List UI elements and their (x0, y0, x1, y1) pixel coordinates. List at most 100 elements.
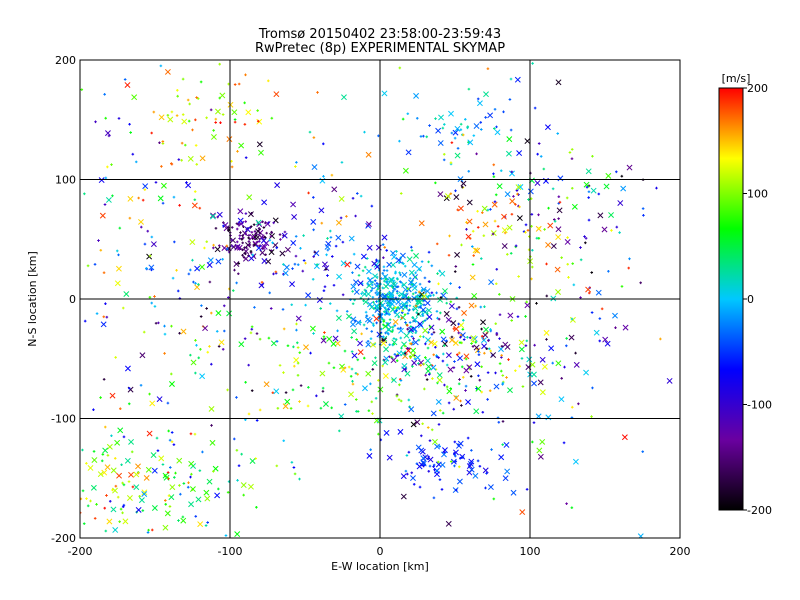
y-tick-label: 0 (69, 293, 76, 306)
scatter-point-x (249, 234, 256, 240)
scatter-point-plus (598, 339, 602, 343)
scatter-point-plus (215, 330, 219, 333)
scatter-point-plus (178, 484, 181, 487)
scatter-point-plus (479, 257, 483, 260)
scatter-point-x (199, 155, 206, 162)
scatter-point-x (234, 243, 241, 250)
scatter-point-plus (381, 243, 385, 246)
scatter-point-plus (489, 208, 492, 211)
scatter-point-plus (139, 225, 143, 229)
scatter-point-plus (566, 262, 570, 266)
x-axis-ticks: -200 -100 0 100 200 (68, 532, 691, 558)
scatter-point-plus (427, 294, 430, 298)
scatter-point-plus (500, 344, 504, 348)
scatter-point-plus (436, 460, 440, 464)
scatter-point-plus (455, 353, 459, 356)
scatter-point-plus (117, 117, 121, 120)
scatter-point-plus (175, 114, 179, 117)
scatter-point-x (488, 279, 495, 286)
scatter-point-x (259, 249, 266, 256)
scatter-point-plus (152, 110, 156, 114)
scatter-point-plus (235, 396, 238, 399)
scatter-point-plus (411, 365, 414, 368)
scatter-point-x (126, 495, 133, 501)
scatter-point-plus (345, 310, 349, 313)
scatter-point-x (666, 377, 673, 384)
scatter-point-plus (382, 256, 385, 260)
scatter-point-x (284, 246, 291, 253)
scatter-point-x (421, 293, 428, 299)
scatter-point-plus (101, 453, 105, 456)
scatter-point-plus (408, 277, 412, 280)
scatter-point-x (457, 205, 464, 212)
scatter-point-x (466, 364, 473, 371)
scatter-point-plus (365, 327, 369, 330)
scatter-point-plus (412, 337, 415, 340)
scatter-point-plus (369, 382, 372, 386)
scatter-point-plus (401, 117, 405, 121)
scatter-point-plus (480, 390, 484, 394)
scatter-point-x (437, 191, 444, 198)
scatter-point-x (102, 447, 109, 454)
scatter-point-x (434, 443, 441, 450)
scatter-point-plus (460, 243, 463, 247)
scatter-point-x (256, 141, 263, 148)
scatter-point-plus (524, 231, 527, 234)
scatter-point-plus (421, 422, 424, 426)
scatter-point-plus (356, 192, 359, 195)
scatter-point-plus (375, 321, 378, 325)
scatter-point-plus (282, 371, 285, 374)
scatter-point-plus (193, 432, 197, 436)
scatter-point-x (558, 396, 565, 403)
scatter-point-plus (459, 333, 463, 337)
scatter-point-plus (118, 226, 122, 230)
scatter-point-plus (227, 296, 230, 299)
scatter-point-plus (560, 377, 563, 380)
scatter-point-plus (512, 195, 515, 198)
scatter-point-x (420, 306, 427, 313)
scatter-point-plus (486, 398, 489, 401)
scatter-point-x (366, 452, 373, 459)
scatter-point-plus (296, 361, 300, 365)
scatter-point-x (420, 286, 427, 293)
scatter-point-plus (641, 450, 645, 453)
scatter-point-plus (457, 306, 461, 309)
scatter-point-plus (255, 505, 258, 509)
scatter-point-x (447, 366, 454, 373)
scatter-point-plus (470, 245, 474, 248)
scatter-point-x (281, 232, 288, 239)
scatter-point-x (212, 465, 219, 472)
scatter-point-plus (110, 163, 113, 166)
scatter-point-x (194, 265, 201, 272)
scatter-point-plus (498, 337, 501, 340)
scatter-point-plus (487, 339, 490, 342)
scatter-point-plus (252, 223, 256, 226)
scatter-point-x (583, 369, 590, 376)
scatter-point-plus (154, 181, 158, 184)
scatter-point-plus (81, 489, 85, 493)
scatter-point-x (195, 496, 202, 503)
scatter-point-plus (253, 230, 257, 233)
scatter-point-plus (453, 360, 456, 363)
scatter-point-plus (484, 486, 487, 490)
scatter-point-plus (587, 190, 591, 194)
scatter-point-x (185, 182, 192, 189)
scatter-point-plus (187, 481, 190, 485)
scatter-point-plus (384, 299, 387, 303)
scatter-point-x (398, 304, 405, 311)
scatter-point-plus (365, 314, 369, 318)
scatter-point-plus (313, 250, 317, 254)
scatter-point-plus (482, 234, 486, 238)
scatter-point-plus (243, 246, 246, 249)
scatter-point-plus (283, 230, 287, 234)
colorbar-tick-label: -200 (747, 504, 772, 517)
scatter-point-x (475, 385, 482, 392)
scatter-point-plus (312, 332, 315, 335)
scatter-point-plus (256, 109, 259, 112)
scatter-point-x (487, 484, 494, 491)
scatter-point-plus (406, 312, 410, 315)
scatter-point-plus (419, 434, 423, 438)
scatter-point-plus (164, 499, 167, 502)
scatter-point-plus (191, 128, 194, 132)
scatter-point-plus (396, 354, 400, 357)
